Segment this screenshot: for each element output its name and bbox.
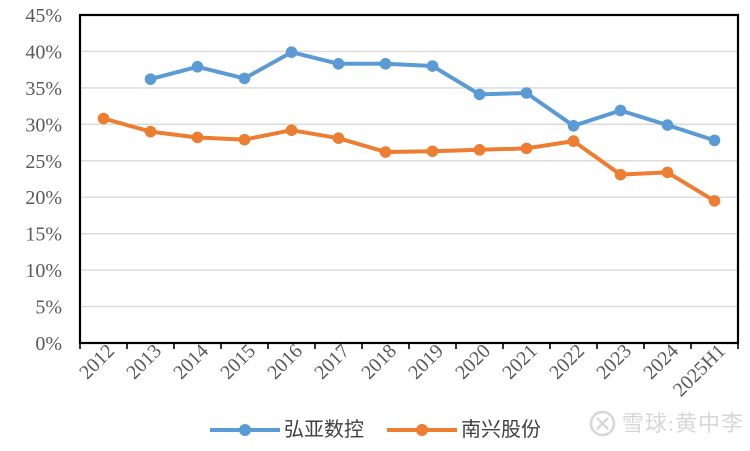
data-point-1	[426, 145, 439, 158]
data-point-0	[567, 119, 580, 132]
x-axis-label: 2012	[75, 340, 119, 384]
xueqiu-logo-icon	[589, 410, 616, 437]
y-axis-label: 20%	[25, 187, 62, 209]
data-point-1	[614, 168, 627, 181]
x-axis-label: 2021	[498, 340, 542, 384]
x-axis-label: 2014	[169, 340, 213, 384]
x-axis-label: 2013	[122, 340, 166, 384]
data-point-1	[191, 131, 204, 144]
data-point-0	[708, 134, 721, 147]
chart-legend: 弘亚数控 南兴股份	[0, 414, 750, 446]
data-point-0	[191, 60, 204, 73]
x-axis-label: 2023	[592, 340, 636, 384]
data-point-1	[379, 146, 392, 158]
y-axis-label: 5%	[35, 297, 62, 319]
data-point-0	[285, 46, 298, 58]
legend-marker-hongya-icon	[210, 424, 280, 436]
data-point-1	[567, 135, 580, 147]
x-axis-label: 2022	[545, 340, 589, 384]
y-axis-label: 40%	[25, 41, 62, 63]
legend-marker-nanxing-icon	[387, 424, 457, 436]
data-point-0	[614, 104, 627, 117]
x-axis-label: 2020	[451, 340, 495, 384]
data-point-0	[520, 87, 533, 99]
data-point-0	[473, 88, 486, 101]
legend-label-hongya: 弘亚数控	[284, 419, 364, 441]
data-point-1	[332, 132, 345, 144]
x-axis-label: 2025H1	[669, 340, 730, 401]
y-axis-label: 0%	[35, 333, 62, 355]
watermark: 雪球:黄中李	[589, 410, 744, 437]
x-axis-label: 2018	[357, 340, 401, 384]
data-point-0	[144, 73, 157, 85]
x-axis-label: 2019	[404, 340, 448, 384]
data-point-1	[238, 133, 251, 146]
data-point-0	[426, 60, 439, 72]
data-point-0	[661, 119, 674, 131]
y-axis-label: 10%	[25, 260, 62, 282]
data-point-1	[144, 125, 157, 138]
legend-item-nanxing: 南兴股份	[386, 420, 541, 440]
legend-item-hongya: 弘亚数控	[209, 420, 364, 440]
data-point-1	[661, 166, 674, 179]
series-line-1	[101, 116, 717, 203]
y-axis-label: 35%	[25, 78, 62, 100]
data-point-0	[238, 72, 251, 85]
watermark-text: 雪球:黄中李	[621, 410, 744, 436]
data-point-1	[97, 112, 110, 125]
data-point-0	[379, 58, 392, 70]
data-point-0	[332, 58, 345, 70]
y-axis-label: 25%	[25, 151, 62, 173]
data-point-1	[285, 124, 298, 136]
y-axis-label: 30%	[25, 114, 62, 136]
data-point-1	[473, 144, 486, 156]
y-axis-label: 45%	[25, 5, 62, 27]
data-point-1	[520, 142, 533, 155]
data-point-1	[708, 195, 721, 207]
x-axis-label: 2015	[216, 340, 260, 384]
y-axis-label: 15%	[25, 224, 62, 246]
x-axis-label: 2017	[310, 340, 354, 384]
x-axis-label: 2016	[263, 340, 307, 384]
legend-label-nanxing: 南兴股份	[461, 419, 541, 441]
